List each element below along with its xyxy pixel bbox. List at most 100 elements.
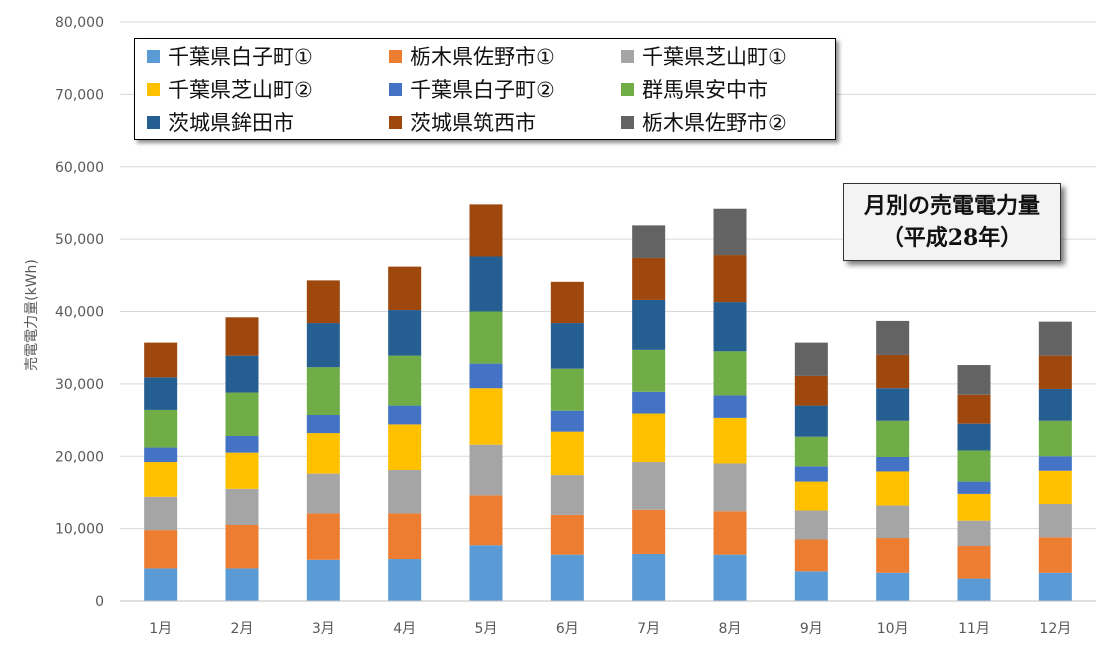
legend-label: 栃木県佐野市① — [410, 45, 555, 69]
legend-label: 茨城県筑西市 — [410, 111, 536, 135]
bar-segment — [713, 554, 747, 601]
x-tick-label: 6月 — [556, 621, 579, 637]
bar-segment — [388, 355, 422, 406]
bar-segment — [794, 510, 828, 540]
bar-segment — [469, 311, 503, 364]
bar-segment — [957, 493, 991, 521]
bar-segment — [1038, 470, 1072, 505]
bar-segment — [713, 463, 747, 512]
legend-item: 千葉県芝山町① — [621, 42, 787, 70]
x-tick-label: 5月 — [475, 621, 498, 637]
legend-item: 千葉県芝山町② — [147, 75, 313, 103]
x-axis-ticks: 1月 2月 3月 4月 5月 6月 7月 8月 9月 10月 11月 12月 — [149, 621, 1071, 637]
legend-item: 栃木県佐野市② — [621, 108, 787, 136]
bar-segment — [550, 431, 584, 476]
y-tick-label: 50,000 — [55, 232, 104, 248]
bar-segment — [144, 530, 178, 569]
bar-segment — [469, 388, 503, 445]
x-tick-label: 1月 — [149, 621, 172, 637]
bar-segment — [225, 435, 259, 453]
legend-swatch — [147, 49, 160, 63]
bar-segment — [144, 462, 178, 497]
bars — [144, 204, 1072, 601]
bar-segment — [632, 553, 666, 601]
y-tick-label: 10,000 — [55, 522, 104, 538]
bar-segment — [1038, 504, 1072, 538]
legend-label: 千葉県白子町② — [410, 78, 555, 102]
legend-item: 千葉県白子町① — [147, 42, 313, 70]
bar-segment — [144, 568, 178, 601]
bar-segment — [713, 417, 747, 464]
bar-segment — [794, 342, 828, 376]
bar-segment — [632, 509, 666, 554]
y-tick-label: 60,000 — [55, 160, 104, 176]
legend-label: 茨城県鉾田市 — [168, 111, 294, 135]
bar-segment — [306, 323, 340, 368]
chart-title: 月別の売電電力量 — [863, 193, 1040, 219]
y-axis-label: 売電電力量(kWh) — [24, 259, 40, 371]
bar-segment — [144, 496, 178, 531]
bar-segment — [713, 351, 747, 396]
legend-item: 栃木県佐野市① — [389, 42, 555, 70]
bar-segment — [632, 391, 666, 414]
bar-segment — [550, 368, 584, 411]
bar-segment — [876, 471, 910, 506]
y-tick-label: 70,000 — [55, 87, 104, 103]
bar-segment — [632, 225, 666, 258]
bar-segment — [225, 392, 259, 436]
legend-swatch — [389, 82, 402, 96]
bar-segment — [876, 420, 910, 457]
legend-label: 栃木県佐野市② — [642, 111, 787, 135]
bar-segment — [469, 204, 503, 257]
x-tick-label: 8月 — [719, 621, 742, 637]
bar-segment — [388, 559, 422, 601]
bar-segment — [632, 299, 666, 350]
bar-segment — [306, 414, 340, 434]
bar-segment — [1038, 321, 1072, 356]
bar-segment — [306, 367, 340, 415]
bar-segment — [876, 354, 910, 389]
bar-segment — [794, 466, 828, 482]
legend-label: 千葉県芝山町① — [642, 45, 787, 69]
bar-segment — [1038, 572, 1072, 601]
bar-segment — [550, 410, 584, 432]
x-tick-label: 4月 — [393, 621, 416, 637]
bar-segment — [388, 424, 422, 471]
bar-segment — [144, 409, 178, 448]
bar-segment — [632, 462, 666, 510]
bar-segment — [713, 255, 747, 303]
bar-segment — [876, 538, 910, 573]
legend-item: 茨城県筑西市 — [389, 108, 536, 136]
bar-segment — [550, 323, 584, 369]
legend-swatch — [621, 49, 634, 63]
bar-segment — [225, 452, 259, 489]
bar-segment — [794, 571, 828, 601]
bar-segment — [225, 488, 259, 526]
bar-segment — [144, 377, 178, 410]
bar-segment — [876, 505, 910, 539]
bar-segment — [144, 447, 178, 463]
x-tick-label: 3月 — [312, 621, 335, 637]
bar-segment — [388, 310, 422, 356]
bar-segment — [306, 280, 340, 324]
bar-segment — [957, 394, 991, 424]
bar-segment — [388, 470, 422, 514]
bar-segment — [225, 525, 259, 569]
bar-segment — [876, 572, 910, 601]
bar-segment — [957, 481, 991, 494]
bar-segment — [794, 436, 828, 467]
legend-swatch — [389, 49, 402, 63]
bar-segment — [794, 481, 828, 511]
bar-segment — [550, 554, 584, 601]
bar-segment — [469, 545, 503, 601]
bar-segment — [876, 388, 910, 421]
y-tick-label: 40,000 — [55, 305, 104, 321]
y-tick-label: 80,000 — [55, 15, 104, 31]
chart-subtitle: （平成28年） — [881, 225, 1023, 251]
bar-segment — [144, 342, 178, 378]
bar-segment — [794, 539, 828, 572]
bar-segment — [469, 363, 503, 389]
legend-item: 群馬県安中市 — [621, 75, 768, 103]
